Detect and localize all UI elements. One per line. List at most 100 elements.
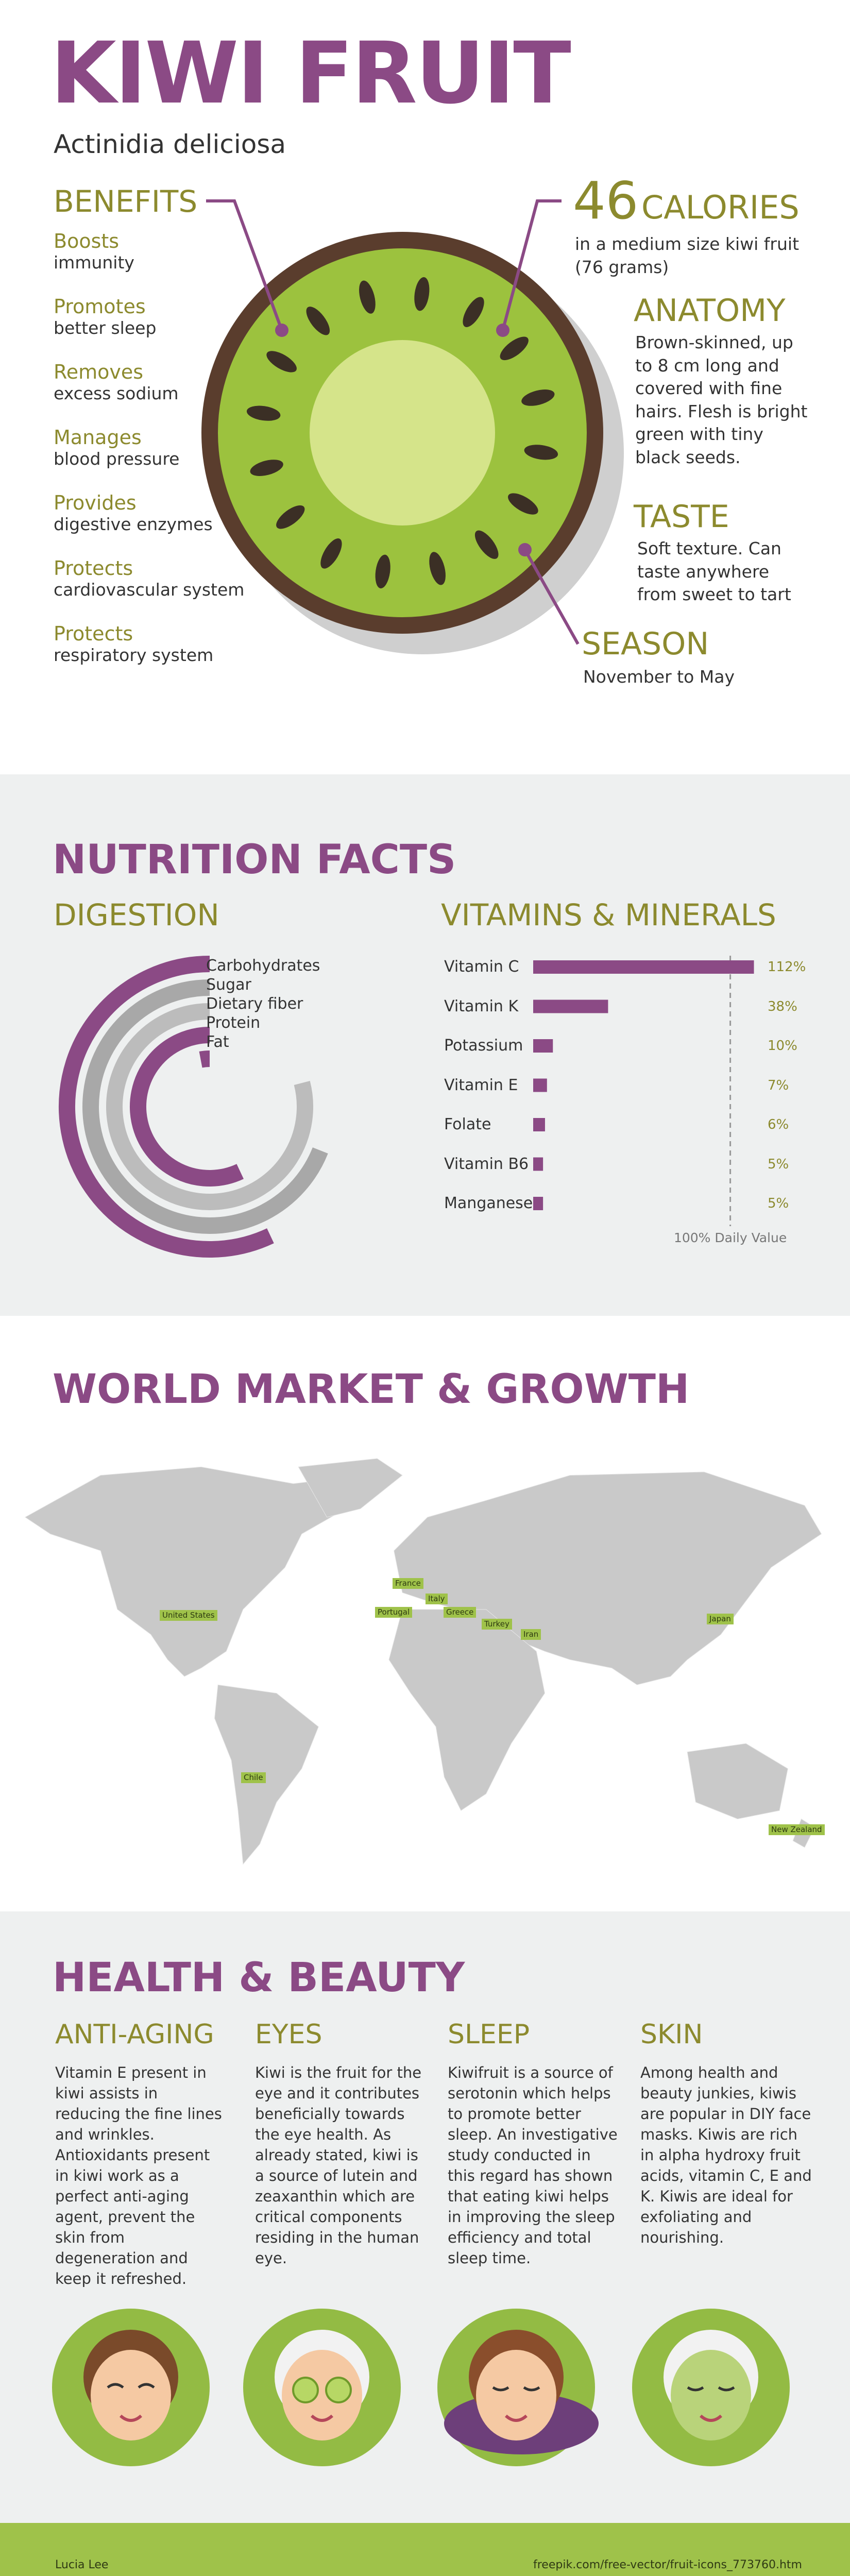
section-heading: SEASON xyxy=(582,626,709,662)
africa xyxy=(388,1609,546,1811)
chart-title: DIGESTION xyxy=(54,897,219,933)
bar xyxy=(533,960,754,974)
bar xyxy=(533,1157,543,1171)
seed xyxy=(429,552,446,585)
legend-label: Carbohydrates xyxy=(206,957,320,975)
benefit-heading: Protects xyxy=(54,622,133,645)
benefit-heading: Removes xyxy=(54,361,144,383)
section-title: NUTRITION FACTS xyxy=(53,837,456,883)
benefit-text: immunity xyxy=(54,252,134,273)
value-label: 7% xyxy=(768,1077,789,1093)
section-heading: ANATOMY xyxy=(634,293,786,329)
section-heading: BENEFITS xyxy=(54,184,198,219)
calories-label: CALORIES xyxy=(641,189,800,226)
radial-bar xyxy=(106,1003,313,1210)
radial-bar xyxy=(130,1027,244,1187)
country-label: New Zealand xyxy=(769,1824,825,1835)
face xyxy=(476,2350,556,2441)
column-text: Vitamin E present in kiwi assists in red… xyxy=(55,2064,222,2287)
seed xyxy=(414,277,430,311)
world-map xyxy=(24,1458,822,1865)
bar xyxy=(533,999,608,1013)
country-label: Iran xyxy=(521,1629,541,1640)
seed xyxy=(508,493,538,515)
value-label: 5% xyxy=(768,1156,789,1172)
seed xyxy=(474,530,499,559)
eye xyxy=(138,2383,155,2389)
benefit-text: better sleep xyxy=(54,318,157,338)
legend-label: Dietary fiber xyxy=(206,995,303,1013)
value-label: 112% xyxy=(768,959,806,975)
bar xyxy=(533,1118,545,1131)
mouth xyxy=(119,2414,143,2422)
seed xyxy=(463,297,484,327)
connector xyxy=(501,199,562,331)
seed xyxy=(306,307,330,335)
column-heading: SKIN xyxy=(640,2019,703,2050)
cucumber xyxy=(325,2377,352,2403)
season-text: November to May xyxy=(583,667,735,687)
value-label: 6% xyxy=(768,1117,789,1132)
kiwi-core xyxy=(310,340,495,526)
benefit-heading: Manages xyxy=(54,426,142,449)
legend-label: Fat xyxy=(206,1033,229,1051)
connector-dot xyxy=(518,543,532,556)
taste-text: Soft texture. Can taste anywhere from sw… xyxy=(637,538,791,605)
seed xyxy=(246,405,281,421)
benefit-heading: Boosts xyxy=(54,230,120,252)
australia xyxy=(687,1743,788,1820)
eye xyxy=(107,2383,124,2389)
footer xyxy=(0,2523,850,2576)
category-label: Manganese xyxy=(444,1194,533,1212)
seed xyxy=(266,351,297,372)
seed xyxy=(521,389,555,406)
face xyxy=(282,2350,362,2441)
cucumber xyxy=(292,2377,319,2403)
greenland xyxy=(298,1458,403,1518)
column-text: Among health and beauty junkies, kiwis a… xyxy=(640,2064,812,2246)
column-text: Kiwifruit is a source of serotonin which… xyxy=(448,2064,618,2267)
connector-dot xyxy=(496,324,509,337)
eye xyxy=(718,2386,735,2392)
subtitle: Actinidia deliciosa xyxy=(54,129,286,159)
seed xyxy=(276,505,305,529)
benefit-text: blood pressure xyxy=(54,449,180,469)
benefit-heading: Promotes xyxy=(54,295,146,318)
country-label: Italy xyxy=(426,1594,448,1604)
connector xyxy=(206,199,283,331)
category-label: Potassium xyxy=(444,1037,523,1055)
eye xyxy=(523,2386,540,2392)
faces xyxy=(52,2309,790,2466)
title: KIWI FRUIT xyxy=(50,24,571,123)
chart-title: VITAMINS & MINERALS xyxy=(441,897,776,933)
value-label: 10% xyxy=(768,1038,797,1054)
column-heading: ANTI-AGING xyxy=(55,2019,214,2050)
category-label: Vitamin K xyxy=(444,997,519,1015)
column-text: Kiwi is the fruit for the eye and it con… xyxy=(255,2064,422,2267)
seed xyxy=(375,554,390,589)
section-title: HEALTH & BEAUTY xyxy=(53,1955,465,2001)
category-label: Vitamin E xyxy=(444,1076,518,1094)
seed xyxy=(320,538,342,569)
calories-text: in a medium size kiwi fruit (76 grams) xyxy=(575,234,800,277)
radial-bar xyxy=(199,1050,210,1068)
seed xyxy=(524,445,558,460)
value-label: 5% xyxy=(768,1196,789,1211)
seed xyxy=(250,460,283,476)
country-label: France xyxy=(393,1578,423,1589)
benefit-heading: Provides xyxy=(54,492,137,514)
connector xyxy=(523,549,580,645)
eye xyxy=(492,2386,509,2392)
bar xyxy=(533,1078,547,1092)
benefit-text: respiratory system xyxy=(54,645,214,665)
legend-label: Sugar xyxy=(206,976,251,994)
bar xyxy=(533,1197,543,1210)
country-label: Chile xyxy=(241,1772,266,1783)
category-label: Vitamin B6 xyxy=(444,1155,529,1173)
seed xyxy=(500,336,529,361)
country-label: United States xyxy=(160,1610,217,1621)
value-label: 38% xyxy=(768,998,797,1014)
country-label: Greece xyxy=(444,1607,477,1618)
